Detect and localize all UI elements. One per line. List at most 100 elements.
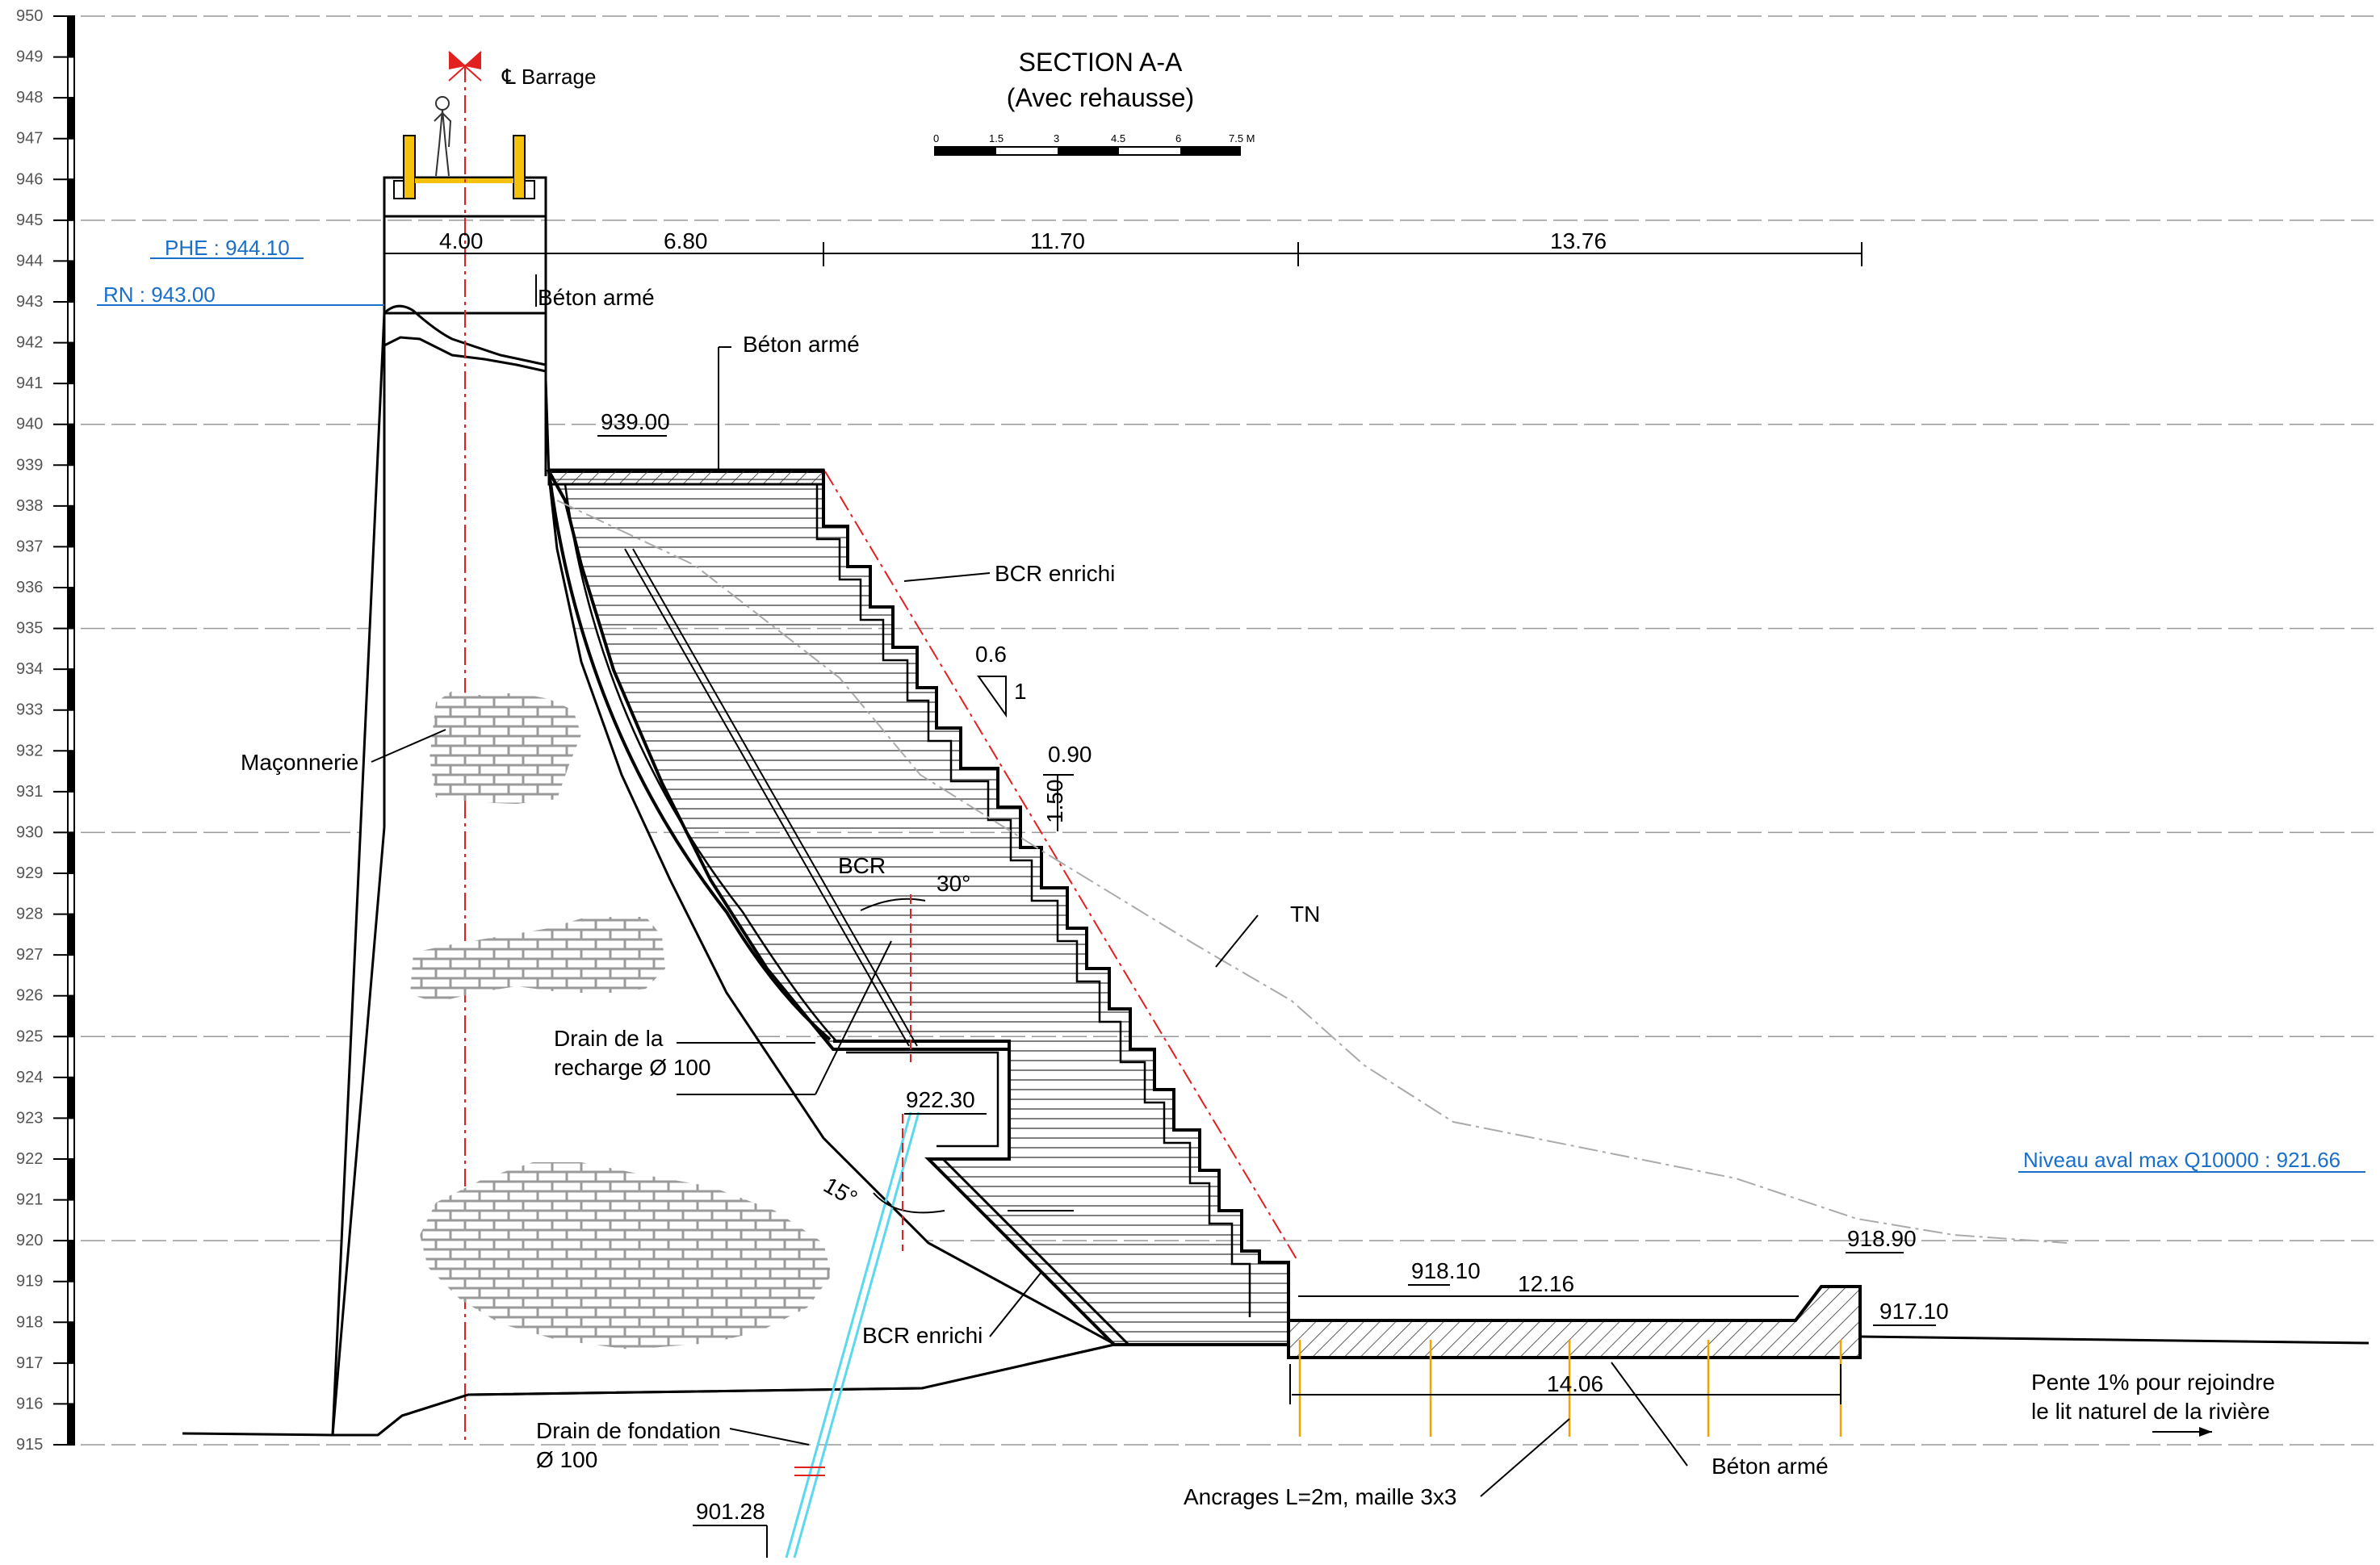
dim-939-00: 939.00 (601, 409, 670, 434)
masonry-patch-1 (429, 691, 581, 804)
axis-segment (67, 831, 75, 875)
dim-4-00: 4.00 (439, 228, 484, 253)
elevation-tick-label: 919 (16, 1273, 43, 1291)
elevation-tick-label: 920 (16, 1232, 43, 1249)
elevation-tick-label: 937 (16, 538, 43, 555)
axis-segment (67, 994, 75, 1038)
axis-segment (67, 546, 75, 589)
axis-segment (67, 1036, 75, 1078)
elevation-tick-label: 929 (16, 864, 43, 882)
scale-tick-4: 6 (1175, 132, 1181, 144)
axis-segment (67, 464, 75, 507)
axis-segment (67, 587, 75, 630)
elevation-tick-label: 935 (16, 620, 43, 638)
scale-tick-3: 4.5 (1111, 132, 1125, 144)
axis-segment (67, 790, 75, 834)
dim-1: 1 (1014, 679, 1027, 704)
phe-label: PHE : 944.10 (165, 236, 290, 260)
elevation-tick-label: 943 (16, 293, 43, 311)
slope-reference-line (824, 471, 1297, 1260)
foundation-drain (785, 1111, 912, 1559)
axis-segment (67, 709, 75, 752)
elevation-tick-label: 944 (16, 252, 43, 270)
elevation-tick-label: 921 (16, 1191, 43, 1209)
dim-918-10: 918.10 (1411, 1258, 1481, 1283)
crest-slab (547, 468, 825, 486)
elevation-tick-label: 928 (16, 906, 43, 923)
elevation-tick-label: 940 (16, 416, 43, 433)
dam-axis-label: ℄ Barrage (501, 65, 596, 89)
dimension-lines (383, 232, 1863, 1404)
elevation-tick-label: 916 (16, 1395, 43, 1412)
elevation-tick-label: 915 (16, 1436, 43, 1454)
axis-segment (67, 913, 75, 956)
axis-segment (67, 1240, 75, 1283)
axis-segment (67, 341, 75, 385)
dim-901-28: 901.28 (696, 1499, 765, 1524)
dim-922-30: 922.30 (906, 1087, 975, 1112)
axis-segment (67, 1280, 75, 1324)
elevation-tick-label: 924 (16, 1069, 43, 1086)
elevation-tick-label: 945 (16, 211, 43, 229)
apron-slab (1287, 1285, 1862, 1359)
label-ancrages: Ancrages L=2m, maille 3x3 (1184, 1484, 1457, 1509)
elevation-tick-label: 925 (16, 1027, 43, 1045)
dim-0-6: 0.6 (975, 642, 1007, 667)
elevation-tick-label: 947 (16, 130, 43, 148)
axis-segment (67, 504, 75, 548)
section-subtitle: (Avec rehausse) (1007, 83, 1194, 112)
person-icon (435, 96, 450, 111)
label-bcr-enrichi-top: BCR enrichi (995, 561, 1115, 586)
elevation-tick-label: 932 (16, 742, 43, 759)
label-pente-2: le lit naturel de la rivière (2031, 1399, 2270, 1424)
label-maconnerie: Maçonnerie (241, 750, 358, 775)
axis-segment (67, 1199, 75, 1242)
elevation-tick-label: 927 (16, 946, 43, 964)
axis-segment (67, 260, 75, 303)
tn-ground-line (556, 500, 2068, 1244)
dim-917-10: 917.10 (1879, 1299, 1949, 1324)
axis-segment (67, 954, 75, 997)
label-drain-fondation-2: Ø 100 (536, 1447, 597, 1472)
axis-segment (67, 15, 75, 58)
label-drain-recharge-2: recharge Ø 100 (554, 1055, 711, 1080)
dim-0-90: 0.90 (1048, 742, 1092, 767)
scale-tick-5: 7.5 M (1229, 132, 1255, 144)
masonry-patch-3 (420, 1162, 832, 1349)
axis-segment (67, 1117, 75, 1161)
axis-segment (67, 872, 75, 915)
elevation-tick-label: 926 (16, 987, 43, 1005)
section-title: SECTION A-A (1019, 48, 1183, 77)
elevation-tick-label: 942 (16, 334, 43, 352)
dim-1-50: 1.50 (1042, 780, 1067, 824)
flow-arrow-icon (2199, 1427, 2212, 1437)
elevation-tick-label: 933 (16, 701, 43, 719)
axis-segment (67, 178, 75, 221)
axis-segment (67, 1158, 75, 1201)
axis-segment (67, 97, 75, 140)
axis-segment (67, 219, 75, 262)
label-bcr-enrichi-bottom: BCR enrichi (862, 1323, 983, 1348)
elevation-tick-label: 918 (16, 1313, 43, 1331)
scale-bar: 0 1.5 3 4.5 6 7.5 M (933, 132, 1255, 156)
dim-11-70: 11.70 (1030, 228, 1085, 253)
label-drain-recharge-1: Drain de la (554, 1026, 664, 1051)
elevation-tick-label: 923 (16, 1109, 43, 1127)
axis-segment (67, 668, 75, 711)
elevation-tick-label: 948 (16, 89, 43, 107)
label-beton-arme-apron: Béton armé (1712, 1454, 1829, 1479)
label-drain-fondation-1: Drain de fondation (536, 1418, 721, 1443)
dim-12-16: 12.16 (1518, 1271, 1574, 1296)
label-bcr: BCR (838, 853, 886, 878)
elevation-tick-label: 949 (16, 48, 43, 66)
label-beton-arme-top: Béton armé (538, 285, 655, 310)
dam-axis-arrow-icon (449, 52, 481, 69)
elevation-tick-label: 938 (16, 497, 43, 515)
elevation-tick-label: 917 (16, 1354, 43, 1372)
label-beton-arme-crest: Béton armé (743, 332, 860, 357)
anchors (1298, 1340, 1842, 1437)
foundation-line (182, 1343, 1288, 1437)
axis-segment (67, 56, 75, 99)
aval-label: Niveau aval max Q10000 : 921.66 (2023, 1148, 2340, 1172)
